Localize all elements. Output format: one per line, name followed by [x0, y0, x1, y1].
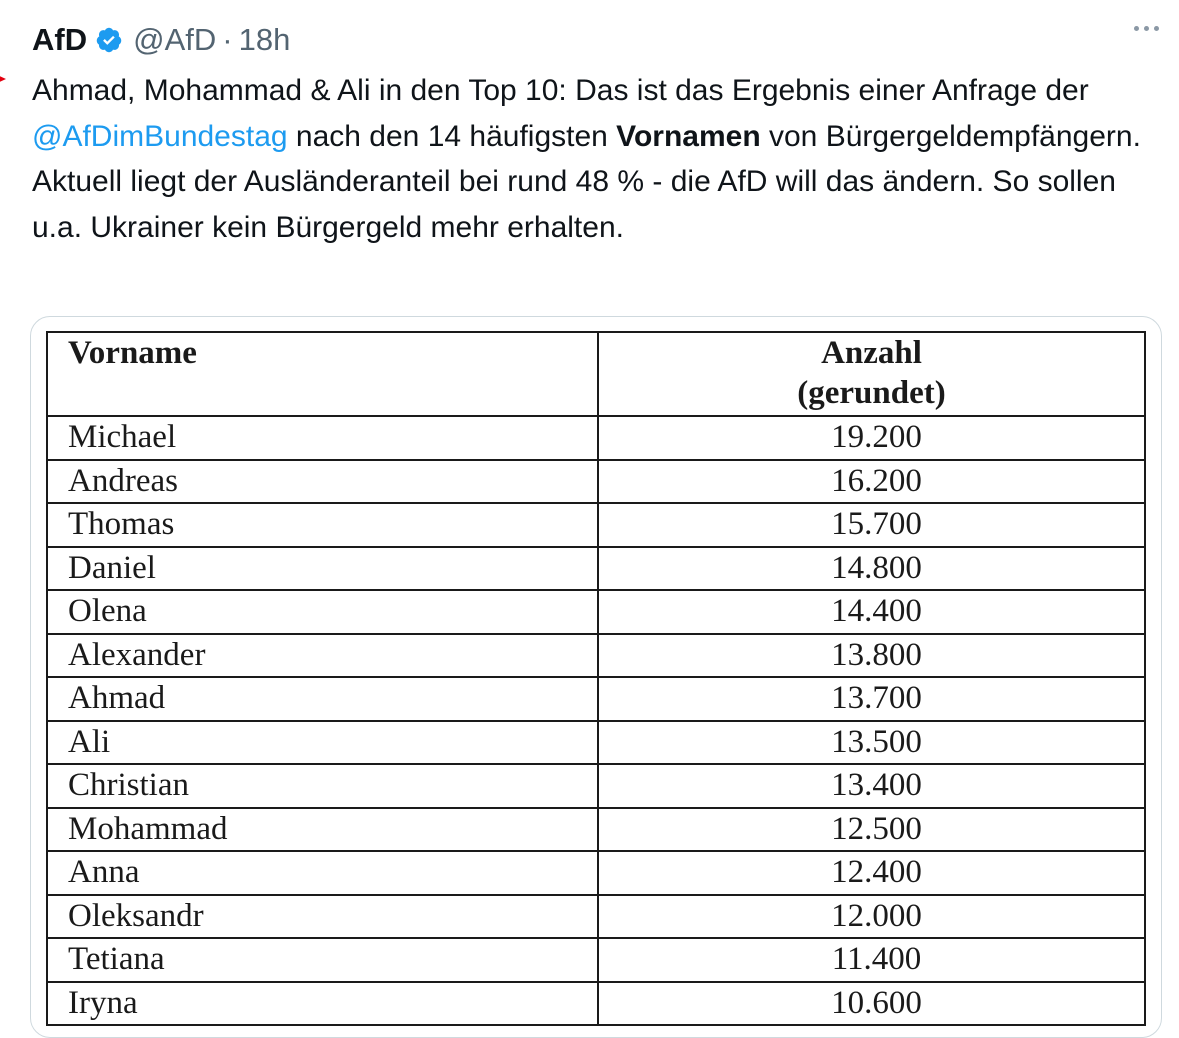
row-name: Christian [46, 763, 599, 809]
tweet-text: Ahmad, Mohammad & Ali in den Top 10: Das… [32, 68, 1152, 250]
tweet-text-part: Ahmad, Mohammad & Ali in den Top 10: Das… [32, 74, 1089, 107]
table-row: Christian 13.400 [46, 763, 1146, 809]
row-name: Ali [46, 719, 599, 765]
afd-logo-arrow-icon [0, 70, 6, 88]
row-count: 14.400 [597, 589, 1146, 635]
table-row: Iryna 10.600 [46, 980, 1146, 1026]
more-options-icon[interactable] [1134, 26, 1159, 31]
row-count: 16.200 [597, 458, 1146, 504]
user-handle[interactable]: @AfD [133, 22, 217, 57]
row-name: Ahmad [46, 676, 599, 722]
table-row: Daniel 14.800 [46, 545, 1146, 591]
row-name: Andreas [46, 458, 599, 504]
row-count: 12.000 [597, 893, 1146, 939]
row-count: 14.800 [597, 545, 1146, 591]
tweet-text-part: von Bürgergeldempfängern. Aktuell liegt … [32, 119, 1141, 244]
table-row: Thomas 15.700 [46, 502, 1146, 548]
table-row: Tetiana 11.400 [46, 937, 1146, 983]
row-count: 11.400 [597, 937, 1146, 983]
table-row: Ali 13.500 [46, 719, 1146, 765]
row-name: Anna [46, 850, 599, 896]
row-count: 15.700 [597, 502, 1146, 548]
tweet-text-part: nach den 14 häufigsten [287, 119, 617, 153]
header-anzahl: Anzahl (gerundet) [597, 331, 1146, 417]
row-name: Daniel [46, 545, 599, 591]
verified-badge-icon [96, 27, 122, 53]
header-anzahl-line2: (gerundet) [797, 375, 946, 411]
header-anzahl-line1: Anzahl [821, 335, 922, 371]
row-count: 13.500 [597, 719, 1146, 765]
table-header-row: Vorname Anzahl (gerundet) [46, 331, 1146, 417]
tweet-header: AfD @AfD · 18h [32, 18, 290, 62]
row-count: 13.800 [597, 632, 1146, 678]
separator-dot: · [222, 22, 233, 57]
attached-image[interactable]: Vorname Anzahl (gerundet) Michael 19.200 A… [30, 316, 1162, 1038]
row-count: 10.600 [597, 980, 1146, 1026]
row-name: Olena [46, 589, 599, 635]
table-row: Oleksandr 12.000 [46, 893, 1146, 939]
row-name: Alexander [46, 632, 599, 678]
table-row: Alexander 13.800 [46, 632, 1146, 678]
names-table: Vorname Anzahl (gerundet) Michael 19.200 A… [46, 331, 1146, 1026]
table-row: Olena 14.400 [46, 589, 1146, 635]
row-name: Oleksandr [46, 893, 599, 939]
display-name[interactable]: AfD [32, 22, 88, 57]
table-row: Mohammad 12.500 [46, 806, 1146, 852]
header-vorname: Vorname [46, 331, 599, 417]
row-count: 12.400 [597, 850, 1146, 896]
row-count: 13.700 [597, 676, 1146, 722]
row-name: Iryna [46, 980, 599, 1026]
timestamp[interactable]: 18h [238, 22, 291, 57]
tweet-text-bold: Vornamen [616, 119, 761, 153]
row-count: 19.200 [597, 415, 1146, 461]
row-name: Michael [46, 415, 599, 461]
table-row: Anna 12.400 [46, 850, 1146, 896]
row-name: Thomas [46, 502, 599, 548]
row-name: Mohammad [46, 806, 599, 852]
table-row: Michael 19.200 [46, 415, 1146, 461]
row-count: 12.500 [597, 806, 1146, 852]
mention-link[interactable]: @AfDimBundestag [32, 119, 288, 153]
row-name: Tetiana [46, 937, 599, 983]
table-row: Ahmad 13.700 [46, 676, 1146, 722]
table-row: Andreas 16.200 [46, 458, 1146, 504]
avatar[interactable] [0, 60, 12, 110]
row-count: 13.400 [597, 763, 1146, 809]
